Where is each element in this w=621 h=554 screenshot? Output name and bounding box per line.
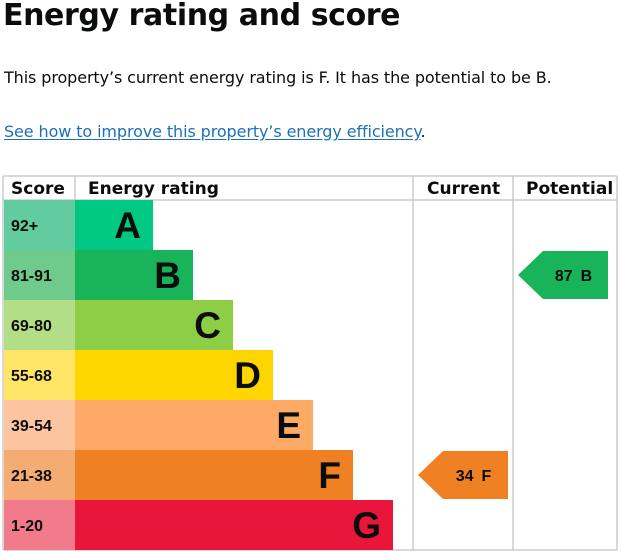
improve-efficiency-link[interactable]: See how to improve this property’s energ… (4, 122, 421, 141)
rating-letter-f: F (318, 455, 341, 496)
improve-paragraph: See how to improve this property’s energ… (4, 121, 426, 143)
band-row-e: 39-54 E (4, 400, 313, 450)
potential-rating-marker-score: 87 (555, 268, 573, 285)
potential-rating-marker-shape (518, 251, 608, 299)
current-rating-marker-band: F (482, 468, 492, 485)
score-cell-g (4, 500, 75, 550)
table-header: Score Energy rating Current Potential (11, 179, 613, 199)
score-cell-c (4, 300, 75, 350)
score-label-e: 39-54 (11, 418, 52, 435)
rating-bar-c (75, 300, 233, 350)
score-label-d: 55-68 (11, 368, 52, 385)
score-cell-b (4, 250, 75, 300)
current-rating-marker-label: 34 F (456, 468, 492, 485)
current-rating-marker: 34 F (418, 451, 508, 499)
header-potential: Potential (526, 179, 613, 199)
band-row-c: 69-80 C (4, 300, 233, 350)
rating-letter-c: C (194, 305, 221, 346)
score-label-f: 21-38 (11, 468, 52, 485)
link-trailing-period: . (420, 122, 426, 141)
page-title: Energy rating and score (3, 0, 401, 33)
rating-letter-d: D (234, 355, 261, 396)
rating-bar-f (75, 450, 353, 500)
score-cell-d (4, 350, 75, 400)
band-row-b: 81-91 B (4, 250, 193, 300)
header-score: Score (11, 179, 65, 199)
band-row-f: 21-38 F (4, 450, 353, 500)
potential-rating-marker: 87 B (518, 251, 608, 299)
rating-letter-b: B (154, 255, 181, 296)
rating-markers: 34 F 87 B (418, 251, 608, 499)
score-cell-a (4, 200, 75, 250)
potential-rating-marker-label: 87 B (555, 268, 592, 285)
score-label-g: 1-20 (11, 518, 43, 535)
rating-bar-e (75, 400, 313, 450)
score-label-b: 81-91 (11, 268, 52, 285)
rating-bar-b (75, 250, 193, 300)
rating-bar-a (75, 200, 153, 250)
score-cell-e (4, 400, 75, 450)
header-energy-rating: Energy rating (88, 179, 219, 199)
header-current: Current (427, 179, 500, 199)
current-rating-marker-score: 34 (456, 468, 474, 485)
rating-letter-a: A (114, 205, 141, 246)
score-cell-f (4, 450, 75, 500)
score-label-a: 92+ (11, 218, 38, 235)
rating-bar-g (75, 500, 393, 550)
rating-bands: 92+ A 81-91 B 69-80 C 55-68 D 39-54 E 21-38 F 1-20 G (4, 200, 393, 550)
band-row-a: 92+ A (4, 200, 153, 250)
rating-letter-e: E (276, 405, 301, 446)
score-label-c: 69-80 (11, 318, 52, 335)
potential-rating-marker-band: B (581, 268, 593, 285)
rating-bar-d (75, 350, 273, 400)
current-rating-marker-shape (418, 451, 508, 499)
rating-letter-g: G (352, 505, 381, 546)
band-row-d: 55-68 D (4, 350, 273, 400)
band-row-g: 1-20 G (4, 500, 393, 550)
rating-summary: This property’s current energy rating is… (4, 68, 552, 87)
